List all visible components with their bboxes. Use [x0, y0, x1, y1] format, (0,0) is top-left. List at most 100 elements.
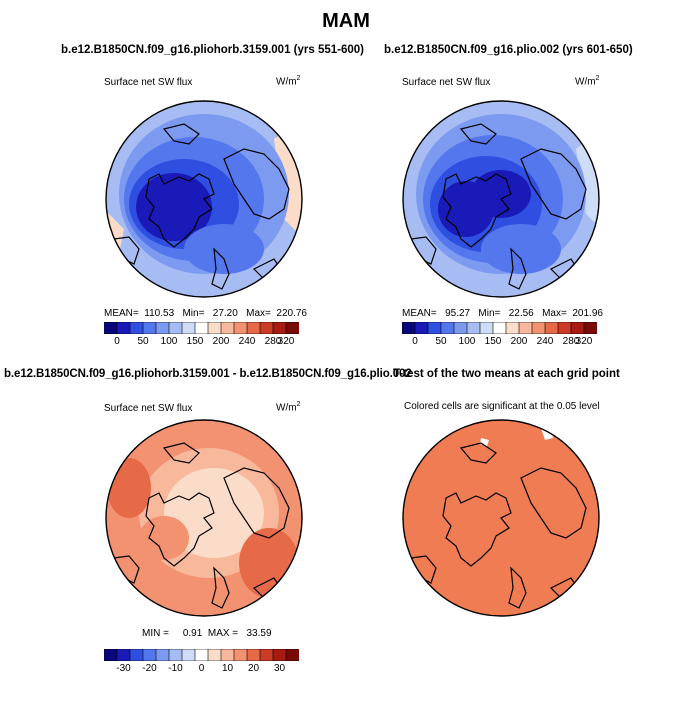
colorbar-tick-label: 30: [273, 663, 286, 674]
colorbar-swatch: [427, 322, 442, 334]
colorbar-swatch: [155, 322, 170, 334]
map-border: [105, 419, 303, 617]
colorbar-tick-label: 0: [412, 336, 418, 347]
coastline: [442, 173, 512, 248]
colorbar-swatch: [233, 322, 248, 334]
colorbar-tick-label: 280: [264, 336, 282, 347]
map-field: [481, 224, 561, 274]
top-left-stats: MEAN= 110.53 Min= 27.20 Max= 220.76: [104, 308, 307, 319]
map-field: [139, 516, 189, 560]
coastline: [162, 123, 200, 145]
colorbar-swatch: [479, 322, 494, 334]
colorbar-tick-label: 200: [510, 336, 528, 347]
colorbar-swatch: [505, 322, 520, 334]
colorbar-tick-label: 150: [186, 336, 204, 347]
colorbar-swatch: [168, 649, 183, 661]
colorbar-swatch: [570, 322, 585, 334]
colorbar-swatch: [246, 649, 261, 661]
colorbar-tick-label: 0: [198, 663, 205, 674]
colorbar-tick-label: 50: [137, 336, 149, 347]
colorbar-tick-label: -10: [168, 663, 183, 674]
figure-title: MAM: [322, 10, 370, 32]
top-right-run-title: b.e12.B1850CN.f09_g16.plio.002 (yrs 601-…: [384, 44, 633, 56]
coastline: [223, 148, 290, 220]
top-right-polar-map: [402, 100, 600, 298]
colorbar-swatch: [181, 322, 196, 334]
coastline: [162, 442, 200, 464]
colorbar-swatch: [233, 649, 248, 661]
colorbar-swatch: [142, 322, 157, 334]
colorbar-tick-label: 100: [160, 336, 178, 347]
coastline: [211, 566, 230, 609]
colorbar-tick-label: -30: [116, 663, 131, 674]
colorbar-swatch: [272, 649, 287, 661]
coastline: [459, 442, 497, 464]
colorbar-tick-label: 320: [575, 336, 593, 347]
map-border: [402, 100, 600, 298]
colorbar-swatch: [531, 322, 546, 334]
colorbar-swatch: [259, 649, 274, 661]
colorbar-swatch: [104, 322, 118, 334]
bottom-left-variable-label: Surface net SW flux: [104, 403, 193, 414]
top-left-variable-label: Surface net SW flux: [104, 77, 193, 88]
colorbar-swatch: [466, 322, 481, 334]
coastline: [223, 467, 290, 539]
colorbar-swatch: [168, 322, 183, 334]
colorbar-swatch: [285, 322, 299, 334]
colorbar-swatch: [194, 322, 209, 334]
bottom-left-colorbar: [104, 649, 299, 661]
colorbar-swatch: [129, 322, 144, 334]
top-right-variable-label: Surface net SW flux: [402, 77, 491, 88]
colorbar-swatch: [402, 322, 416, 334]
coastline: [520, 467, 587, 539]
colorbar-tick-label: 0: [114, 336, 120, 347]
colorbar-tick-label: 100: [458, 336, 476, 347]
top-left-run-title: b.e12.B1850CN.f09_g16.pliohorb.3159.001 …: [61, 44, 364, 56]
map-field: [438, 181, 494, 237]
bottom-left-units: W/m2: [276, 401, 301, 414]
colorbar-swatch: [194, 649, 209, 661]
colorbar-swatch: [583, 322, 597, 334]
map-field: [184, 224, 264, 274]
colorbar-swatch: [518, 322, 533, 334]
colorbar-swatch: [155, 649, 170, 661]
colorbar-swatch: [259, 322, 274, 334]
bottom-left-colorbar-ticks: -30 -20 -10 0 10 20 30: [104, 663, 299, 675]
colorbar-tick-label: 320: [277, 336, 295, 347]
top-left-colorbar: [104, 322, 299, 334]
colorbar-swatch: [492, 322, 507, 334]
bottom-right-note: Colored cells are significant at the 0.0…: [404, 401, 600, 412]
colorbar-tick-label: 240: [238, 336, 256, 347]
coastline: [508, 247, 527, 290]
top-right-units: W/m2: [575, 75, 600, 88]
top-left-colorbar-ticks: 0 50 100 150 200 240 280 320: [104, 336, 299, 348]
colorbar-swatch: [207, 649, 222, 661]
coastline: [145, 173, 215, 248]
map-border: [105, 100, 303, 298]
colorbar-swatch: [453, 322, 468, 334]
colorbar-swatch: [116, 322, 131, 334]
colorbar-swatch: [129, 649, 144, 661]
colorbar-swatch: [557, 322, 572, 334]
colorbar-tick-label: 20: [247, 663, 260, 674]
colorbar-tick-label: 280: [562, 336, 580, 347]
coastline: [211, 247, 230, 290]
colorbar-tick-label: -20: [142, 663, 157, 674]
coastline: [508, 566, 527, 609]
coastline: [520, 148, 587, 220]
colorbar-swatch: [440, 322, 455, 334]
bottom-right-polar-map: [402, 419, 600, 617]
top-right-colorbar: [402, 322, 597, 334]
colorbar-tick-label: 200: [212, 336, 230, 347]
bottom-right-run-title: T-test of the two means at each grid poi…: [393, 368, 620, 380]
colorbar-swatch: [544, 322, 559, 334]
coastline: [459, 123, 497, 145]
colorbar-tick-label: 10: [221, 663, 234, 674]
colorbar-swatch: [181, 649, 196, 661]
top-left-polar-map: [105, 100, 303, 298]
colorbar-swatch: [207, 322, 222, 334]
coastline: [145, 492, 215, 567]
colorbar-swatch: [220, 649, 235, 661]
bottom-left-polar-map: [105, 419, 303, 617]
colorbar-swatch: [104, 649, 118, 661]
